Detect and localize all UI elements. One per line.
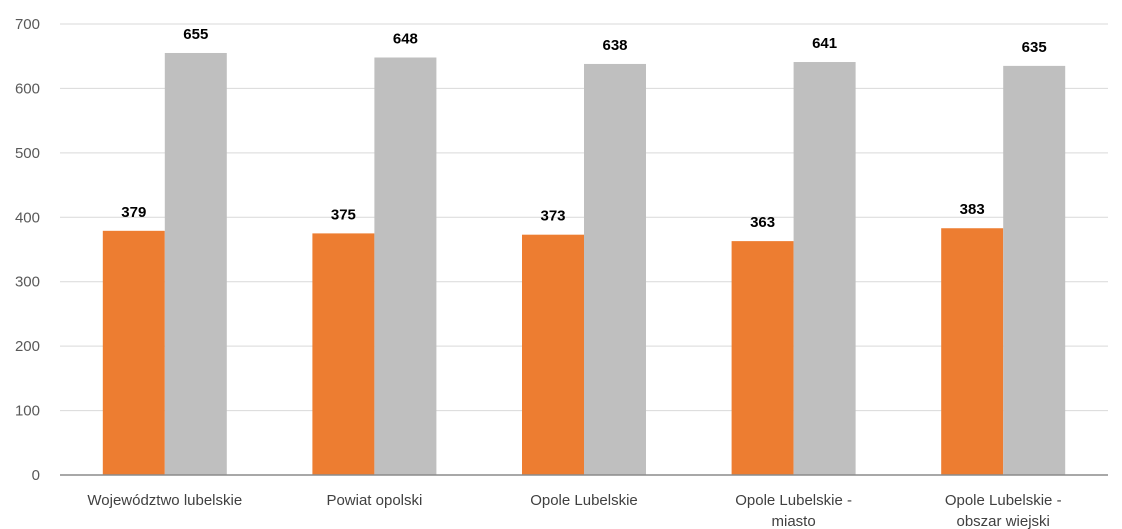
y-tick-label: 500 [15,145,40,162]
y-tick-label: 300 [15,274,40,291]
y-tick-label: 600 [15,80,40,97]
data-label: 635 [1022,39,1047,56]
y-tick-label: 700 [15,16,40,33]
x-tick-label-line: obszar wiejski [957,513,1050,529]
x-tick-label: Opole Lubelskie - miasto [735,492,852,529]
x-tick-label-line: Województwo lubelskie [87,492,242,509]
bar [374,57,437,475]
x-tick-label-line: Opole Lubelskie - [735,492,852,509]
bar [731,241,794,475]
x-tick-label-line: Powiat opolski [326,492,422,509]
bar [1003,65,1066,475]
data-labels: 379 655 375 648 373 638 363 641 383 635 [121,26,1046,231]
x-axis-tick-labels: Województwo lubelskie Powiat opolski Opole… [87,492,1061,529]
data-label: 375 [331,206,356,223]
x-tick-label: Powiat opolski [326,492,422,509]
y-tick-label: 200 [15,338,40,355]
data-label: 379 [121,204,146,221]
bar [312,233,375,475]
x-tick-label: Opole Lubelskie [530,492,638,509]
x-tick-label: Województwo lubelskie [87,492,242,509]
bar [793,62,856,476]
bar [164,52,227,475]
data-label: 638 [602,37,627,54]
bar [522,234,584,475]
x-tick-label: Opole Lubelskie - obszar wiejski [945,492,1062,529]
data-label: 363 [750,214,775,231]
x-tick-label-line: Opole Lubelskie [530,492,638,509]
data-label: 373 [540,208,565,225]
x-tick-label-line: miasto [772,513,816,529]
y-tick-label: 400 [15,209,40,226]
data-label: 383 [960,201,985,218]
data-label: 648 [393,31,418,48]
bar [941,228,1004,475]
y-tick-label: 0 [32,467,40,484]
y-tick-label: 100 [15,403,40,420]
bar [102,230,165,475]
y-axis-tick-labels: 0 100 200 300 400 500 600 700 [15,16,40,484]
data-label: 655 [183,26,208,43]
bar [584,63,646,476]
bars [102,52,1066,476]
data-label: 641 [812,35,837,52]
x-tick-label-line: Opole Lubelskie - [945,492,1062,509]
